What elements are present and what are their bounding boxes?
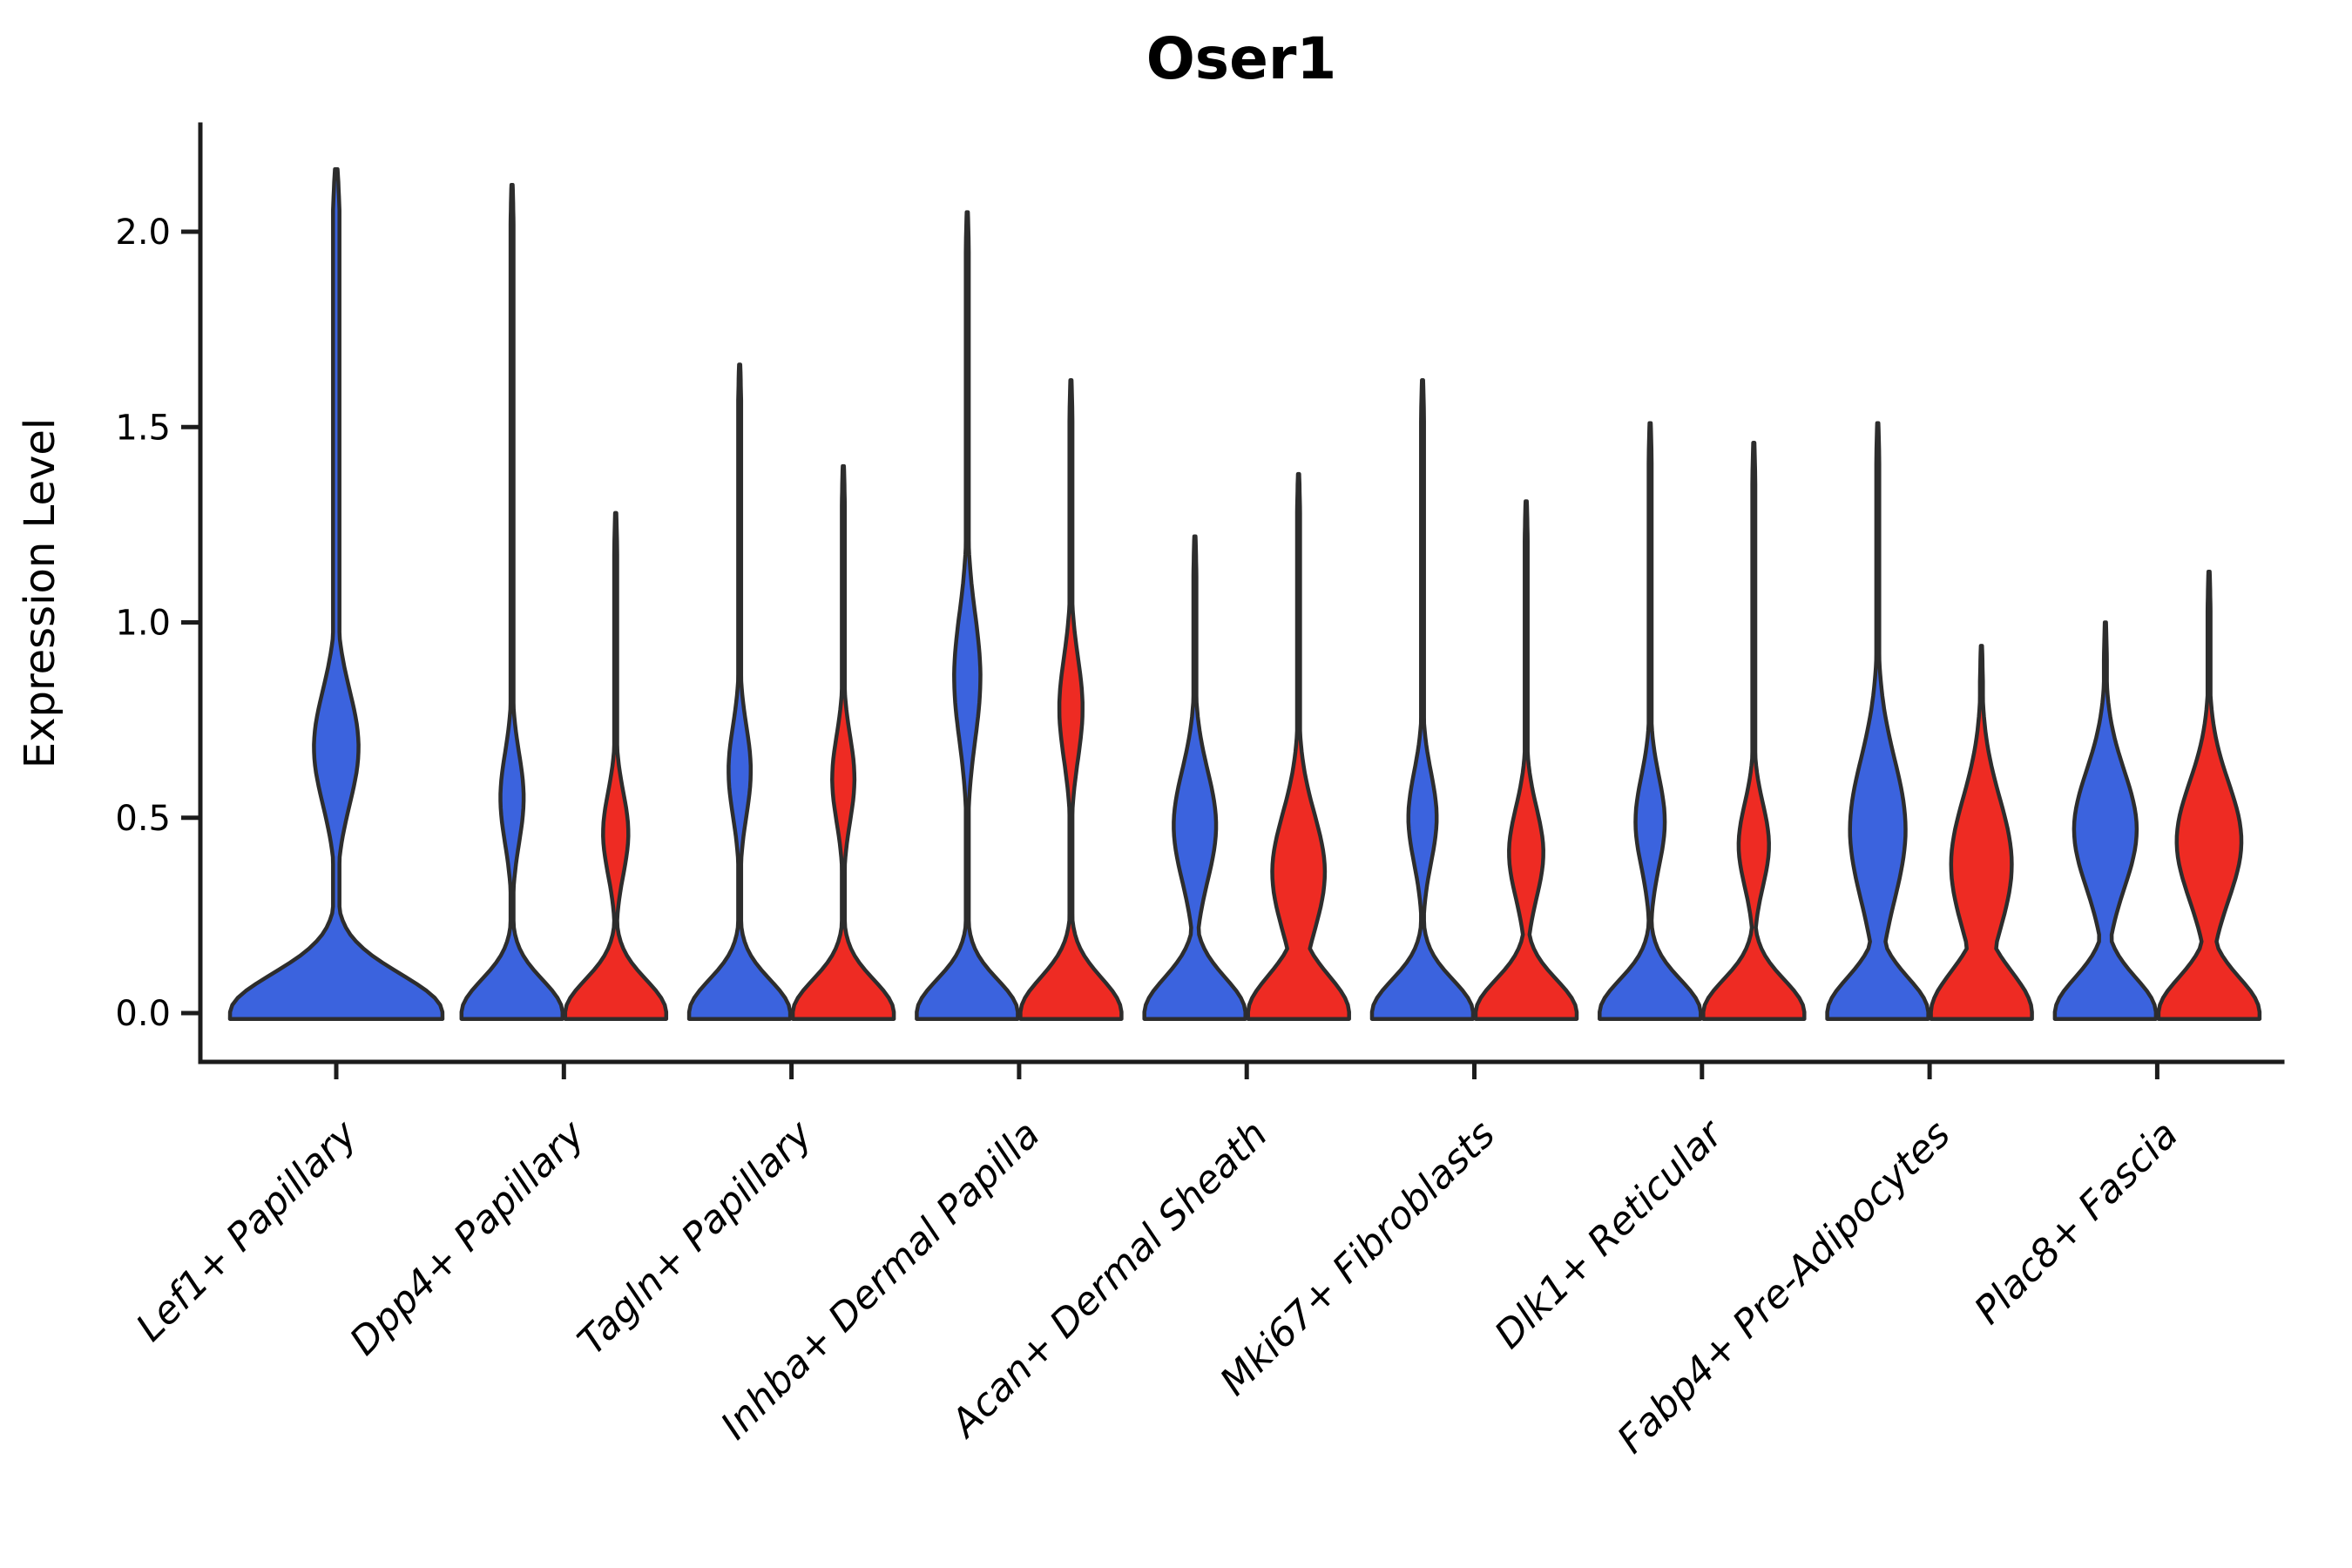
violin-1-right — [563, 510, 669, 1021]
axes-layer — [181, 122, 2285, 1079]
x-tick-label: Plac8+ Fascia — [1966, 1112, 2186, 1333]
x-tick-label: Dpp4+ Papillary — [341, 1112, 594, 1364]
violin-7-left — [1825, 421, 1930, 1021]
violin-2-left — [686, 362, 793, 1021]
y-tick-label: 0.5 — [115, 799, 171, 839]
y-tick-label: 1.5 — [115, 408, 171, 448]
violin-7-right — [1929, 644, 2034, 1021]
violin-2-right — [790, 463, 896, 1021]
violin-6-left — [1598, 421, 1703, 1021]
violin-0-left — [227, 166, 445, 1021]
y-tick-label: 1.0 — [115, 604, 171, 644]
y-axis-title: Expression Level — [16, 418, 64, 769]
violin-4-left — [1142, 534, 1247, 1021]
x-tick-label: Tagln+ Papillary — [570, 1112, 821, 1363]
y-tick-label: 0.0 — [115, 994, 171, 1034]
violin-5-right — [1473, 499, 1579, 1021]
y-tick-label: 2.0 — [115, 213, 171, 253]
violin-8-left — [2052, 620, 2159, 1021]
y-tick-labels: 0.0 0.5 1.0 1.5 2.0 — [115, 213, 171, 1034]
violin-4-right — [1246, 471, 1351, 1021]
violins-layer — [227, 166, 2262, 1021]
x-tick-label: Dlk1+ Reticular — [1486, 1111, 1733, 1357]
violin-6-right — [1701, 440, 1807, 1021]
violin-8-right — [2156, 569, 2262, 1021]
violin-5-left — [1369, 378, 1476, 1021]
violin-3-right — [1018, 378, 1124, 1021]
violin-3-left — [915, 210, 1020, 1021]
violin-1-left — [459, 182, 565, 1021]
x-tick-label: Lef1+ Papillary — [128, 1112, 367, 1350]
chart-title: Oser1 — [1146, 25, 1337, 92]
